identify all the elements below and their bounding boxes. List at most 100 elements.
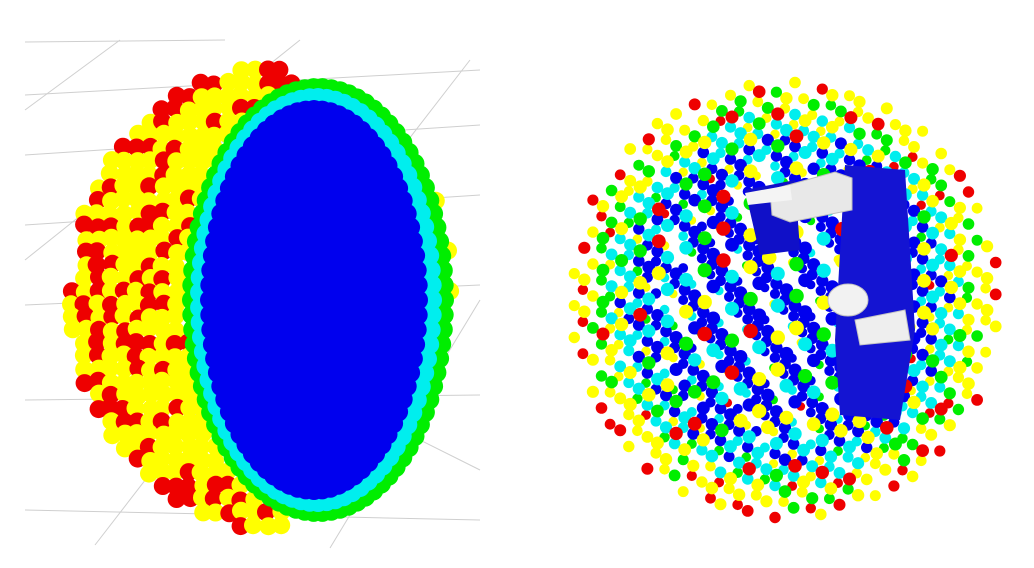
sample-dot — [934, 402, 948, 416]
sample-dot — [651, 149, 664, 162]
sample-dot — [153, 270, 172, 289]
sample-dot — [769, 437, 783, 450]
robot-joint — [827, 283, 869, 317]
sample-dot — [668, 469, 681, 482]
sample-dot — [139, 437, 158, 456]
sample-dot — [596, 295, 610, 309]
sample-dot — [925, 354, 940, 368]
sample-dot — [669, 363, 683, 376]
sample-dot — [952, 340, 965, 352]
sample-dot — [688, 130, 701, 143]
sample-dot — [139, 319, 158, 338]
sample-dot — [604, 355, 616, 366]
sample-dot — [787, 470, 800, 482]
sample-dot — [751, 446, 765, 460]
sample-dot — [807, 258, 821, 272]
sample-dot — [899, 124, 912, 137]
sample-dot — [568, 331, 580, 344]
sample-dot — [725, 237, 739, 252]
sample-dot — [697, 326, 712, 342]
sample-dot — [899, 156, 912, 169]
sample-dot — [733, 424, 746, 437]
sample-dot — [752, 308, 767, 323]
sample-dot — [824, 354, 837, 367]
sample-dot — [615, 222, 629, 236]
sample-dot — [660, 378, 675, 393]
sample-dot — [724, 121, 737, 133]
sample-dot — [154, 177, 173, 196]
sample-dot — [623, 397, 637, 412]
sample-dot — [670, 140, 682, 152]
sample-dot — [834, 137, 847, 150]
sample-dot — [816, 231, 831, 246]
sample-dot — [724, 291, 735, 302]
sample-dot — [806, 460, 819, 473]
sample-dot — [770, 277, 783, 290]
sample-dot — [114, 306, 133, 325]
sample-dot — [725, 269, 739, 284]
sample-dot — [935, 211, 948, 224]
sample-dot — [716, 105, 728, 117]
sample-dot — [232, 72, 251, 91]
sample-dot — [935, 243, 948, 256]
sample-dot — [743, 143, 756, 156]
sample-dot — [743, 79, 755, 92]
sample-dot — [989, 320, 1002, 333]
sample-dot — [615, 254, 629, 267]
sample-dot — [642, 324, 656, 338]
sample-dot — [179, 450, 198, 468]
sample-dot — [906, 438, 919, 451]
sample-dot — [916, 444, 929, 457]
sample-dot — [824, 365, 835, 376]
sample-dot — [716, 253, 731, 268]
sample-dot — [862, 112, 874, 124]
sample-dot — [614, 169, 626, 181]
sample-dot — [907, 236, 921, 249]
sample-dot — [789, 129, 804, 144]
sample-dot — [816, 327, 831, 342]
sample-dot — [679, 336, 694, 351]
sample-dot — [232, 501, 250, 520]
sample-dot — [191, 437, 210, 456]
sample-dot — [688, 353, 702, 367]
sample-dot — [870, 415, 883, 428]
grid-line — [24, 39, 121, 111]
sample-dot — [952, 371, 965, 384]
sample-dot — [697, 167, 712, 182]
sample-dot — [127, 138, 146, 157]
sample-dot — [669, 267, 683, 281]
sample-dot — [733, 350, 748, 364]
sample-dot — [906, 406, 919, 419]
sample-dot — [926, 226, 939, 240]
sample-dot — [944, 196, 956, 208]
sample-dot — [716, 221, 731, 236]
sample-dot — [716, 189, 731, 204]
sample-dot — [843, 472, 856, 486]
sample-dot — [797, 475, 811, 489]
sample-dot — [596, 263, 610, 277]
reachability-slice — [62, 60, 460, 536]
sample-dot — [725, 110, 739, 124]
sample-dot — [605, 280, 618, 293]
sample-dot — [641, 399, 654, 411]
sample-dot — [816, 147, 829, 159]
sample-dot — [787, 501, 800, 514]
sample-dot — [200, 304, 221, 325]
sample-dot — [697, 242, 710, 255]
sample-dot — [916, 253, 929, 265]
sample-dot — [633, 244, 647, 258]
sample-dot — [650, 415, 662, 427]
sample-dot — [679, 272, 693, 287]
sample-dot — [679, 304, 694, 319]
sample-dot — [421, 304, 442, 325]
sample-dot — [733, 413, 748, 428]
sample-dot — [826, 89, 839, 102]
sample-dot — [816, 83, 828, 95]
sample-dot — [724, 472, 737, 485]
sample-dot — [651, 266, 666, 281]
sample-dot — [779, 410, 794, 425]
sample-dot — [614, 392, 627, 405]
sample-dot — [871, 128, 883, 140]
sample-dot — [63, 320, 82, 339]
sample-dot — [761, 388, 775, 402]
